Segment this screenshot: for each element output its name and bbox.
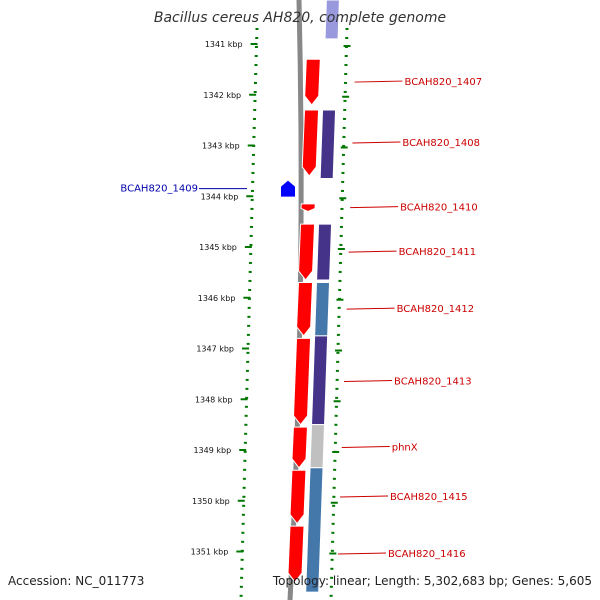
kbp-tick-label-1: 1342 kbp — [203, 91, 241, 100]
left-dotted-line — [239, 27, 259, 600]
gene-label-2[interactable]: BCAH820_1408 — [402, 138, 480, 149]
kbp-tick-label-0: 1341 kbp — [205, 40, 243, 49]
feature-band-6 — [305, 467, 324, 593]
accession-label: Accession: NC_011773 — [8, 574, 145, 588]
kbp-ruler: 1341 kbp 1342 kbp 1343 kbp 1344 kbp 1345 kbp… — [191, 40, 351, 557]
kbp-tick-label-10: 1351 kbp — [191, 548, 229, 557]
gene-label-7[interactable]: BCAH820_1413 — [394, 376, 472, 387]
gene-arrow-3[interactable] — [281, 180, 295, 197]
gene-leader-6 — [346, 307, 395, 310]
gene-label-3[interactable]: BCAH820_1409 — [120, 184, 198, 195]
gene-leader-7 — [344, 379, 393, 382]
feature-band-0 — [324, 0, 340, 40]
gene-arrow-8[interactable] — [291, 426, 308, 469]
feature-bands — [305, 0, 340, 593]
kbp-tick-label-5: 1346 kbp — [198, 294, 236, 303]
gene-arrow-1[interactable] — [304, 58, 321, 106]
gene-leader-1 — [354, 80, 403, 83]
gene-labels[interactable]: BCAH820_1407 BCAH820_1408 BCAH820_1409 BCAH… — [120, 77, 482, 560]
gene-leader-8 — [341, 445, 390, 448]
kbp-tick-label-3: 1344 kbp — [201, 192, 239, 201]
kbp-tick-label-2: 1343 kbp — [202, 142, 240, 151]
gene-leader-10 — [337, 552, 387, 555]
gene-label-8[interactable]: phnX — [392, 442, 418, 453]
genome-title: Bacillus cereus AH820, complete genome — [153, 10, 447, 26]
gene-label-5[interactable]: BCAH820_1411 — [399, 247, 477, 258]
gene-arrow-7[interactable] — [293, 337, 312, 426]
feature-band-5 — [309, 424, 326, 469]
gene-leader-5 — [348, 250, 397, 253]
gene-label-4[interactable]: BCAH820_1410 — [400, 203, 478, 214]
gene-label-1[interactable]: BCAH820_1407 — [405, 77, 483, 88]
gene-leader-2 — [352, 141, 401, 144]
gene-track[interactable] — [281, 58, 321, 583]
gene-arrow-2[interactable] — [301, 109, 320, 177]
feature-band-2 — [316, 223, 333, 281]
gene-arrow-9[interactable] — [289, 469, 307, 525]
kbp-tick-label-7: 1348 kbp — [195, 395, 233, 404]
kbp-tick-label-8: 1349 kbp — [193, 446, 231, 455]
gene-label-10[interactable]: BCAH820_1416 — [388, 549, 466, 560]
gene-leader-4 — [350, 206, 399, 209]
feature-band-4 — [311, 335, 329, 426]
kbp-tick-label-6: 1347 kbp — [196, 345, 234, 354]
gene-arrow-10[interactable] — [287, 525, 305, 583]
gene-arrow-5[interactable] — [298, 223, 316, 281]
gene-label-9[interactable]: BCAH820_1415 — [390, 492, 468, 503]
gene-arrow-6[interactable] — [296, 282, 314, 337]
topology-label: Topology: linear; Length: 5,302,683 bp; … — [272, 574, 592, 588]
kbp-tick-label-9: 1350 kbp — [192, 497, 230, 506]
feature-band-3 — [314, 282, 331, 337]
gene-arrow-4[interactable] — [300, 203, 316, 213]
kbp-tick-label-4: 1345 kbp — [199, 243, 237, 252]
gene-leader-9 — [339, 495, 389, 498]
feature-band-1 — [319, 109, 337, 179]
gene-label-6[interactable]: BCAH820_1412 — [397, 304, 475, 315]
